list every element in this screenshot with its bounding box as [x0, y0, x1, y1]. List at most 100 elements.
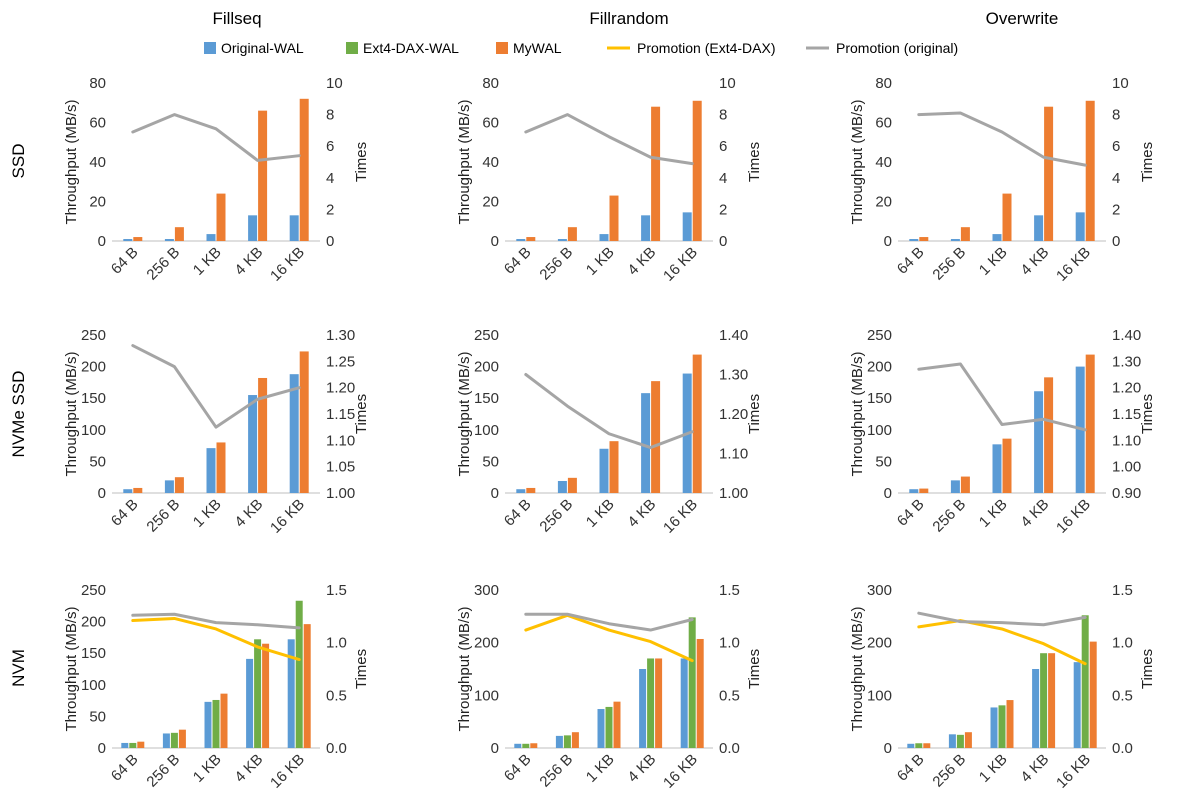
y-axis-title: Throughput (MB/s) — [849, 99, 866, 224]
y-tick-label: 100 — [867, 422, 892, 439]
y-tick-label: 300 — [474, 582, 499, 599]
y2-tick-label: 8 — [719, 107, 727, 124]
y2-tick-label: 1.15 — [326, 406, 355, 423]
legend-label-promotion-original: Promotion (original) — [836, 40, 958, 56]
x-tick-label: 1 KB — [976, 244, 1011, 279]
legend-label-original-wal: Original-WAL — [221, 40, 304, 56]
x-tick-label: 4 KB — [231, 244, 266, 279]
y-tick-label: 150 — [81, 645, 106, 662]
chart-panel-ssd-fillseq: 0 20 40 60 80 0 2 4 6 8 10 Throughput (MB/s) Times 64… — [63, 75, 370, 285]
y-tick-label: 60 — [89, 115, 106, 132]
x-tick-label: 1 KB — [583, 496, 618, 531]
x-tick-label: 64 B — [108, 244, 142, 278]
y-tick-label: 50 — [89, 708, 106, 725]
y2-tick-label: 0.90 — [1112, 485, 1141, 502]
y2-tick-label: 1.30 — [1112, 353, 1141, 370]
y-tick-label: 0 — [884, 740, 892, 757]
bar-mywal-16-kb — [696, 638, 704, 748]
y-tick-label: 60 — [875, 115, 892, 132]
y2-axis-title: Times — [1139, 649, 1156, 689]
chart-panel-nvm-fillrandom: 0 100 200 300 0.0 0.5 1.0 1.5 Throughput (MB/s) T… — [456, 582, 763, 792]
y2-tick-label: 1.5 — [326, 582, 347, 599]
bar-mywal-1-kb — [609, 195, 619, 241]
bar-mywal-4-kb — [1044, 377, 1054, 493]
bar-mywal-256-b — [174, 477, 184, 493]
bar-mywal-16-kb — [303, 624, 311, 748]
y2-tick-label: 2 — [1112, 201, 1120, 218]
y-tick-label: 200 — [867, 359, 892, 376]
bar-ext4-dax-wal-64-b — [522, 743, 530, 748]
chart-panel-nvme-ssd-fillseq: 0 50 100 150 200 250 1.00 1.05 1.10 1.15 1.20 1.25 1… — [63, 327, 370, 537]
bar-mywal-4-kb — [651, 106, 661, 241]
bar-original-wal-256-b — [557, 480, 567, 493]
x-tick-label: 64 B — [108, 751, 142, 785]
bar-original-wal-16-kb — [680, 658, 688, 748]
x-tick-label: 16 KB — [660, 751, 701, 792]
x-tick-label: 16 KB — [267, 244, 308, 285]
bar-ext4-dax-wal-64-b — [129, 742, 137, 748]
bar-mywal-256-b — [178, 729, 186, 748]
bar-original-wal-16-kb — [1073, 662, 1081, 748]
bar-ext4-dax-wal-256-b — [956, 734, 964, 748]
y2-tick-label: 1.20 — [326, 380, 355, 397]
y2-tick-label: 0 — [719, 233, 727, 250]
y-tick-label: 20 — [89, 194, 106, 211]
y-tick-label: 20 — [875, 194, 892, 211]
row-label-nvme-ssd: NVMe SSD — [9, 371, 28, 458]
bar-original-wal-1-kb — [204, 701, 212, 748]
x-tick-label: 1 KB — [976, 496, 1011, 531]
bar-mywal-256-b — [174, 227, 184, 241]
y-tick-label: 0 — [884, 485, 892, 502]
x-tick-label: 16 KB — [660, 496, 701, 537]
bar-mywal-4-kb — [262, 643, 270, 748]
legend-label-promotion-ext4-dax: Promotion (Ext4-DAX) — [637, 40, 775, 56]
y2-axis-title: Times — [353, 142, 370, 182]
chart-panel-ssd-fillrandom: 0 20 40 60 80 0 2 4 6 8 10 Throughput (MB/s) Times 64… — [456, 75, 763, 285]
y-tick-label: 150 — [867, 390, 892, 407]
bar-mywal-1-kb — [613, 701, 621, 748]
y2-tick-label: 1.0 — [719, 635, 740, 652]
y-tick-label: 60 — [482, 115, 499, 132]
bar-original-wal-4-kb — [641, 215, 651, 241]
y-tick-label: 80 — [482, 75, 499, 92]
bar-mywal-256-b — [571, 732, 579, 748]
bar-original-wal-256-b — [164, 480, 174, 493]
y-tick-label: 80 — [875, 75, 892, 92]
y2-axis-title: Times — [353, 394, 370, 434]
bar-mywal-16-kb — [1089, 641, 1097, 748]
bar-original-wal-1-kb — [990, 707, 998, 748]
y-tick-label: 40 — [482, 154, 499, 171]
y2-tick-label: 1.00 — [326, 485, 355, 502]
chart-panel-ssd-overwrite: 0 20 40 60 80 0 2 4 6 8 10 Throughput (MB/s) Times 64… — [849, 75, 1156, 285]
y2-tick-label: 1.0 — [326, 635, 347, 652]
bar-original-wal-4-kb — [639, 669, 647, 748]
y-tick-label: 250 — [81, 327, 106, 344]
bar-mywal-64-b — [137, 741, 145, 748]
y2-tick-label: 10 — [326, 75, 343, 92]
bar-mywal-16-kb — [299, 98, 309, 241]
bar-ext4-dax-wal-1-kb — [605, 706, 613, 748]
column-title-overwrite: Overwrite — [986, 9, 1059, 28]
x-tick-label: 256 B — [143, 496, 183, 536]
x-tick-label: 4 KB — [1017, 751, 1052, 786]
bar-original-wal-256-b — [948, 734, 956, 748]
bar-original-wal-256-b — [555, 735, 563, 748]
y-tick-label: 150 — [474, 390, 499, 407]
bar-ext4-dax-wal-64-b — [915, 743, 923, 748]
y2-axis-title: Times — [1139, 394, 1156, 434]
bar-original-wal-4-kb — [1034, 215, 1044, 241]
bar-mywal-256-b — [964, 732, 972, 748]
bar-mywal-1-kb — [220, 693, 228, 748]
y2-tick-label: 8 — [326, 107, 334, 124]
x-tick-label: 256 B — [536, 244, 576, 284]
line-promotion-original — [917, 111, 1087, 167]
row-label-ssd: SSD — [9, 144, 28, 179]
bar-original-wal-1-kb — [206, 448, 216, 493]
x-tick-label: 64 B — [501, 751, 535, 785]
bar-mywal-16-kb — [1085, 100, 1095, 242]
bar-original-wal-256-b — [557, 239, 567, 241]
y-axis-title: Throughput (MB/s) — [456, 99, 473, 224]
bar-original-wal-64-b — [516, 239, 526, 241]
bar-mywal-1-kb — [216, 193, 226, 241]
